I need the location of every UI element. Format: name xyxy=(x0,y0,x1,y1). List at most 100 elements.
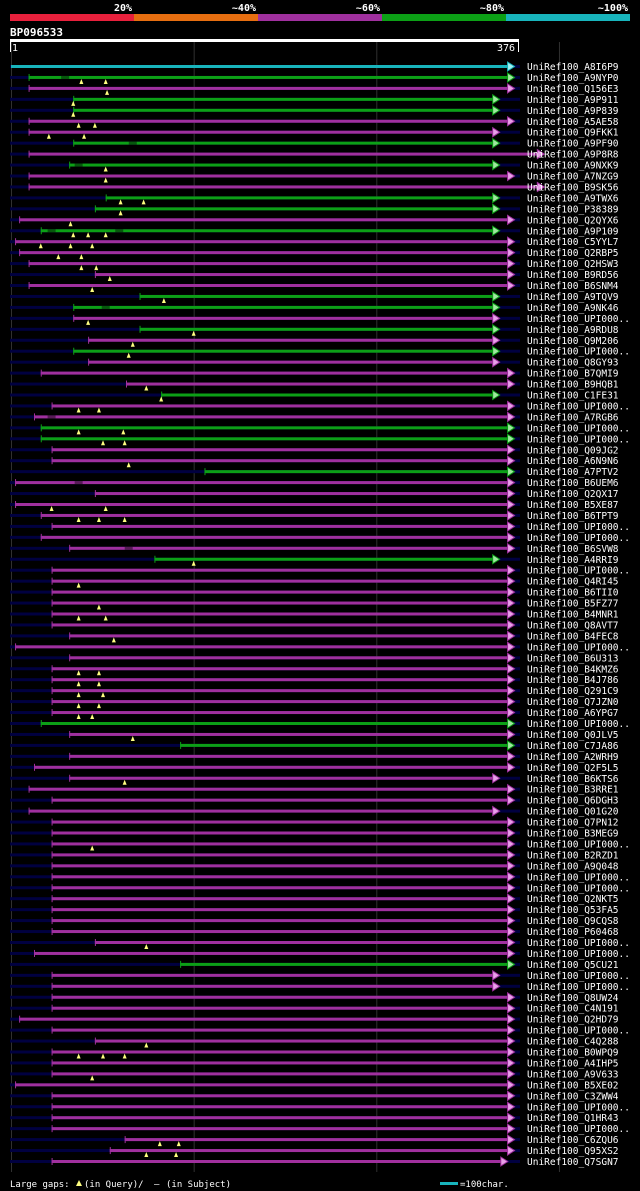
hit-label[interactable]: UniRef100_B0WPQ9 xyxy=(527,1048,619,1059)
hit-label[interactable]: UniRef100_C6ZQU6 xyxy=(527,1135,619,1146)
hit-label[interactable]: UniRef100_A9Q048 xyxy=(527,861,619,872)
hit-label[interactable]: UniRef100_A6YPG7 xyxy=(527,708,619,719)
hit-label[interactable]: UniRef100_A8I6P9 xyxy=(527,62,619,73)
hit-label[interactable]: UniRef100_UPI000.. xyxy=(527,314,630,325)
hit-label[interactable]: UniRef100_P60468 xyxy=(527,927,619,938)
hit-label[interactable]: UniRef100_B7QMI9 xyxy=(527,369,619,380)
hit-label[interactable]: UniRef100_B6UEM6 xyxy=(527,478,619,489)
hit-label[interactable]: UniRef100_A5AE58 xyxy=(527,117,619,128)
hit-label[interactable]: UniRef100_B9HQB1 xyxy=(527,380,619,391)
hit-label[interactable]: UniRef100_Q9FKK1 xyxy=(527,128,619,139)
hit-label[interactable]: UniRef100_B3RRE1 xyxy=(527,785,619,796)
hit-label[interactable]: UniRef100_Q9M206 xyxy=(527,336,619,347)
hit-label[interactable]: UniRef100_UPI000.. xyxy=(527,719,630,730)
hit-label[interactable]: UniRef100_UPI000.. xyxy=(527,1102,630,1113)
hit-label[interactable]: UniRef100_B6SVW8 xyxy=(527,544,619,555)
hit-label[interactable]: UniRef100_B4FEC8 xyxy=(527,631,619,642)
hit-label[interactable]: UniRef100_Q2QYX6 xyxy=(527,215,619,226)
hit-label[interactable]: UniRef100_A9RDU8 xyxy=(527,325,619,336)
hit-label[interactable]: UniRef100_A9NK46 xyxy=(527,303,619,314)
hit-label[interactable]: UniRef100_Q7JZN0 xyxy=(527,697,619,708)
hit-label[interactable]: UniRef100_C4Q288 xyxy=(527,1037,619,1048)
hit-label[interactable]: UniRef100_B6TII0 xyxy=(527,588,619,599)
hit-label[interactable]: UniRef100_B5FZ77 xyxy=(527,599,619,610)
hit-label[interactable]: UniRef100_UPI000.. xyxy=(527,423,630,434)
hit-label[interactable]: UniRef100_Q7PN12 xyxy=(527,818,619,829)
hit-label[interactable]: UniRef100_UPI000.. xyxy=(527,533,630,544)
hit-label[interactable]: UniRef100_P38389 xyxy=(527,204,619,215)
hit-label[interactable]: UniRef100_B5XE87 xyxy=(527,500,619,511)
hit-label[interactable]: UniRef100_B6U313 xyxy=(527,653,619,664)
hit-label[interactable]: UniRef100_B3MEG9 xyxy=(527,829,619,840)
hit-label[interactable]: UniRef100_Q8AVT7 xyxy=(527,620,619,631)
hit-label[interactable]: UniRef100_B6KTS6 xyxy=(527,774,619,785)
hit-label[interactable]: UniRef100_Q2NKT5 xyxy=(527,894,619,905)
hit-label[interactable]: UniRef100_A4RRI9 xyxy=(527,555,619,566)
hit-label[interactable]: UniRef100_B4KMZ6 xyxy=(527,664,619,675)
hit-label[interactable]: UniRef100_C3ZWW4 xyxy=(527,1091,619,1102)
hit-label[interactable]: UniRef100_A7PTV2 xyxy=(527,467,619,478)
hit-label[interactable]: UniRef100_Q2HSW3 xyxy=(527,259,619,270)
hit-label[interactable]: UniRef100_C1FE31 xyxy=(527,391,619,402)
hit-label[interactable]: UniRef100_A9V633 xyxy=(527,1069,619,1080)
hit-label[interactable]: UniRef100_Q1HR43 xyxy=(527,1113,619,1124)
hit-label[interactable]: UniRef100_C4N191 xyxy=(527,1004,619,1015)
hit-label[interactable]: UniRef100_A9NYP0 xyxy=(527,73,619,84)
hit-label[interactable]: UniRef100_Q53FA5 xyxy=(527,905,619,916)
hit-label[interactable]: UniRef100_Q2F5L5 xyxy=(527,763,619,774)
hit-label[interactable]: UniRef100_UPI000.. xyxy=(527,872,630,883)
hit-label[interactable]: UniRef100_Q8UW24 xyxy=(527,993,619,1004)
hit-label[interactable]: UniRef100_Q2HD79 xyxy=(527,1015,619,1026)
hit-label[interactable]: UniRef100_Q2RBP5 xyxy=(527,248,619,259)
hit-label[interactable]: UniRef100_Q2QX17 xyxy=(527,489,619,500)
hit-label[interactable]: UniRef100_A9P109 xyxy=(527,226,619,237)
hit-label[interactable]: UniRef100_B6TPT9 xyxy=(527,511,619,522)
hit-label[interactable]: UniRef100_UPI000.. xyxy=(527,949,630,960)
hit-label[interactable]: UniRef100_UPI000.. xyxy=(527,971,630,982)
hit-label[interactable]: UniRef100_A9TWX6 xyxy=(527,193,619,204)
hit-label[interactable]: UniRef100_A9PF90 xyxy=(527,139,619,150)
hit-label[interactable]: UniRef100_UPI000.. xyxy=(527,347,630,358)
hit-label[interactable]: UniRef100_B4MNR1 xyxy=(527,610,619,621)
hit-label[interactable]: UniRef100_A7RGB6 xyxy=(527,412,619,423)
hit-label[interactable]: UniRef100_A7NZG9 xyxy=(527,172,619,183)
hit-label[interactable]: UniRef100_C5YYL7 xyxy=(527,237,619,248)
hit-label[interactable]: UniRef100_UPI000.. xyxy=(527,982,630,993)
hit-label[interactable]: UniRef100_Q01G20 xyxy=(527,807,619,818)
hit-label[interactable]: UniRef100_UPI000.. xyxy=(527,839,630,850)
hit-label[interactable]: UniRef100_UPI000.. xyxy=(527,642,630,653)
hit-label[interactable]: UniRef100_UPI000.. xyxy=(527,883,630,894)
hit-label[interactable]: UniRef100_A6N9N6 xyxy=(527,456,619,467)
hit-label[interactable]: UniRef100_Q0JLV5 xyxy=(527,730,619,741)
hit-label[interactable]: UniRef100_UPI000.. xyxy=(527,938,630,949)
hit-label[interactable]: UniRef100_A9P8R8 xyxy=(527,150,619,161)
hit-label[interactable]: UniRef100_UPI000.. xyxy=(527,566,630,577)
hit-label[interactable]: UniRef100_A9P839 xyxy=(527,106,619,117)
hit-label[interactable]: UniRef100_Q4RI45 xyxy=(527,577,619,588)
hit-label[interactable]: UniRef100_Q5CU21 xyxy=(527,960,619,971)
hit-label[interactable]: UniRef100_Q7SGN7 xyxy=(527,1157,619,1168)
hit-label[interactable]: UniRef100_UPI000.. xyxy=(527,434,630,445)
hit-label[interactable]: UniRef100_B5XE02 xyxy=(527,1080,619,1091)
hit-label[interactable]: UniRef100_A9P911 xyxy=(527,95,619,106)
hit-label[interactable]: UniRef100_A9NXK9 xyxy=(527,161,619,172)
hit-label[interactable]: UniRef100_Q8GY93 xyxy=(527,358,619,369)
hit-label[interactable]: UniRef100_B9SK56 xyxy=(527,182,619,193)
hit-label[interactable]: UniRef100_B6SNM4 xyxy=(527,281,619,292)
hit-label[interactable]: UniRef100_A4IHP5 xyxy=(527,1058,619,1069)
hit-label[interactable]: UniRef100_Q156E3 xyxy=(527,84,619,95)
hit-label[interactable]: UniRef100_B4J786 xyxy=(527,675,619,686)
hit-label[interactable]: UniRef100_Q09JG2 xyxy=(527,445,619,456)
hit-label[interactable]: UniRef100_UPI000.. xyxy=(527,1026,630,1037)
hit-label[interactable]: UniRef100_B2RZD1 xyxy=(527,850,619,861)
hit-label[interactable]: UniRef100_Q291C9 xyxy=(527,686,619,697)
hit-label[interactable]: UniRef100_UPI000.. xyxy=(527,1124,630,1135)
hit-label[interactable]: UniRef100_B9RD56 xyxy=(527,270,619,281)
hit-label[interactable]: UniRef100_UPI000.. xyxy=(527,401,630,412)
hit-label[interactable]: UniRef100_A9TQV9 xyxy=(527,292,619,303)
hit-label[interactable]: UniRef100_Q95XS2 xyxy=(527,1146,619,1157)
hit-label[interactable]: UniRef100_C7JA86 xyxy=(527,741,619,752)
hit-label[interactable]: UniRef100_Q6DGH3 xyxy=(527,796,619,807)
hit-label[interactable]: UniRef100_Q9CQS8 xyxy=(527,916,619,927)
hit-label[interactable]: UniRef100_UPI000.. xyxy=(527,522,630,533)
